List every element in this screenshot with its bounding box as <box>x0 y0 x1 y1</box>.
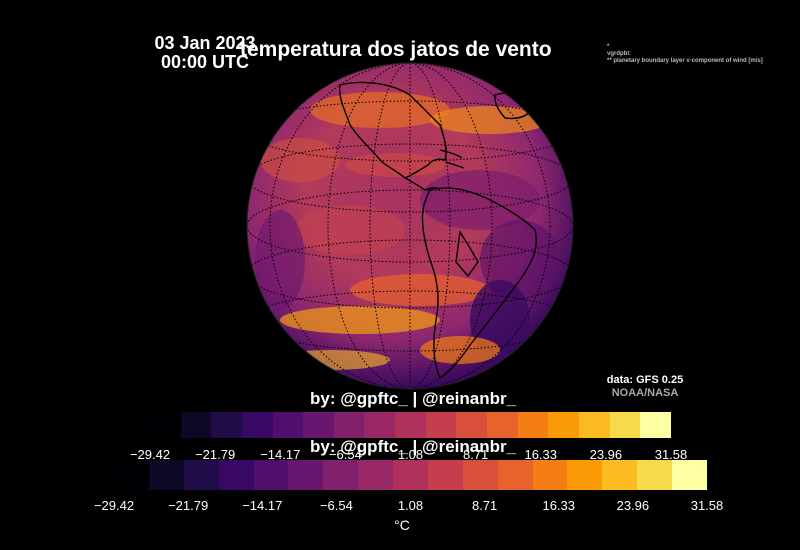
colorbar-lower-segment <box>637 460 672 490</box>
colorbar-upper-segment <box>150 412 181 438</box>
metadata-line-2: vgrdpbl: <box>607 51 631 57</box>
variable-metadata: * vgrdpbl: ** planetary boundary layer v… <box>607 44 763 65</box>
colorbar-lower-segment <box>427 460 463 490</box>
colorbar-upper-tick-label: 23.96 <box>589 447 623 462</box>
colorbar-lower-segment <box>253 460 289 490</box>
colorbar-upper-tick-label: −14.17 <box>260 447 301 462</box>
colorbar-upper-segment <box>578 412 610 438</box>
colorbar-lower-segment <box>218 460 254 490</box>
colorbar-upper-tick-label: −6.54 <box>328 447 362 462</box>
colorbar-upper-segment <box>364 412 396 438</box>
colorbar-lower-tick-label: 23.96 <box>616 498 650 513</box>
colorbar-upper-segment <box>425 412 457 438</box>
colorbar-lower-tick-label: 31.58 <box>690 498 724 513</box>
data-source: data: GFS 0.25 NOAA/NASA <box>600 374 690 400</box>
datetime-label: 03 Jan 2023 00:00 UTC <box>140 34 270 72</box>
colorbar-lower-tick-label: −21.79 <box>168 498 209 513</box>
colorbar-upper-segment <box>609 412 641 438</box>
data-agency-line: NOAA/NASA <box>611 387 679 399</box>
colorbar-upper-segment <box>180 412 212 438</box>
colorbar-lower-segment <box>358 460 393 490</box>
colorbar-lower-tick-label: 16.33 <box>542 498 576 513</box>
colorbar-upper-tick-label: 8.71 <box>462 447 489 462</box>
colorbar-upper <box>150 412 671 438</box>
colorbar-upper-segment <box>272 412 304 438</box>
map-title: temperatura dos jatos de vento <box>240 38 552 61</box>
globe-outline <box>246 62 574 390</box>
colorbar-lower-segment <box>497 460 533 490</box>
data-source-line: data: GFS 0.25 <box>606 374 684 386</box>
time-text: 00:00 UTC <box>160 52 250 72</box>
colorbar-upper-segment <box>548 412 579 438</box>
colorbar-lower-tick-label: −29.42 <box>93 498 135 513</box>
colorbar-lower-tick-label: 8.71 <box>471 498 498 513</box>
colorbar-lower-segment <box>183 460 219 490</box>
colorbar-lower-segment <box>602 460 638 490</box>
colorbar-lower-tick-label: 1.08 <box>397 498 424 513</box>
credit-secondary: by: @gpftc_ | @reinanbr_ <box>310 437 517 456</box>
graticule <box>247 63 573 389</box>
colorbar-upper-segment <box>487 412 518 438</box>
colorbar-lower-segment <box>393 460 428 490</box>
colorbar-lower-segment <box>567 460 603 490</box>
colorbar-lower-segment <box>532 460 568 490</box>
colorbar-upper-segment <box>211 412 242 438</box>
colorbar-lower-segment <box>114 460 149 490</box>
colorbar-lower-segment <box>288 460 324 490</box>
colorbar-upper-segment <box>241 412 273 438</box>
colorbar-lower <box>114 460 707 490</box>
colorbar-lower-tick-label: −6.54 <box>319 498 353 513</box>
metadata-line-3: ** planetary boundary layer v-component … <box>607 58 763 64</box>
colorbar-upper-segment <box>333 412 365 438</box>
colorbar-lower-segment <box>148 460 184 490</box>
colorbar-lower-segment <box>672 460 707 490</box>
colorbar-upper-segment <box>303 412 334 438</box>
colorbar-upper-segment <box>640 412 671 438</box>
colorbar-lower-segment <box>462 460 498 490</box>
colorbar-upper-segment <box>395 412 426 438</box>
metadata-line-1: * <box>607 44 610 50</box>
colorbar-upper-tick-label: −29.42 <box>129 447 171 462</box>
colorbar-lower-unit: °C <box>394 517 410 533</box>
credit-primary: by: @gpftc_ | @reinanbr_ <box>310 389 517 408</box>
colorbar-upper-segment <box>456 412 488 438</box>
colorbar-lower-segment <box>323 460 359 490</box>
colorbar-upper-tick-label: 31.58 <box>654 447 688 462</box>
colorbar-upper-tick-label: 1.08 <box>397 447 424 462</box>
colorbar-upper-tick-label: −21.79 <box>195 447 236 462</box>
colorbar-upper-tick-label: 16.33 <box>524 447 558 462</box>
colorbar-lower-tick-label: −14.17 <box>242 498 283 513</box>
colorbar-upper-segment <box>517 412 549 438</box>
date-text: 03 Jan 2023 <box>154 33 256 53</box>
